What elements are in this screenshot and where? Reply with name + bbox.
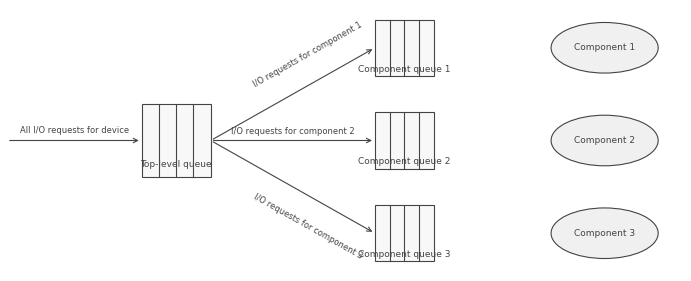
Text: Top-level queue: Top-level queue [140, 160, 212, 169]
Ellipse shape [551, 208, 658, 259]
Bar [375, 20, 434, 76]
Text: Component 3: Component 3 [574, 229, 635, 238]
Text: I/O requests for component 1: I/O requests for component 1 [252, 20, 364, 89]
Ellipse shape [551, 22, 658, 73]
Text: I/O requests for component 3: I/O requests for component 3 [252, 192, 364, 261]
Text: I/O requests for component 2: I/O requests for component 2 [231, 127, 354, 136]
Text: Component queue 3: Component queue 3 [358, 250, 451, 259]
Bar [375, 205, 434, 261]
Text: Component 2: Component 2 [574, 136, 635, 145]
Text: Component queue 1: Component queue 1 [358, 65, 451, 74]
Text: All I/O requests for device: All I/O requests for device [20, 126, 129, 135]
Ellipse shape [551, 115, 658, 166]
Text: Component queue 2: Component queue 2 [358, 157, 451, 166]
Bar [142, 104, 211, 177]
Text: Component 1: Component 1 [574, 43, 635, 52]
Bar [375, 112, 434, 169]
